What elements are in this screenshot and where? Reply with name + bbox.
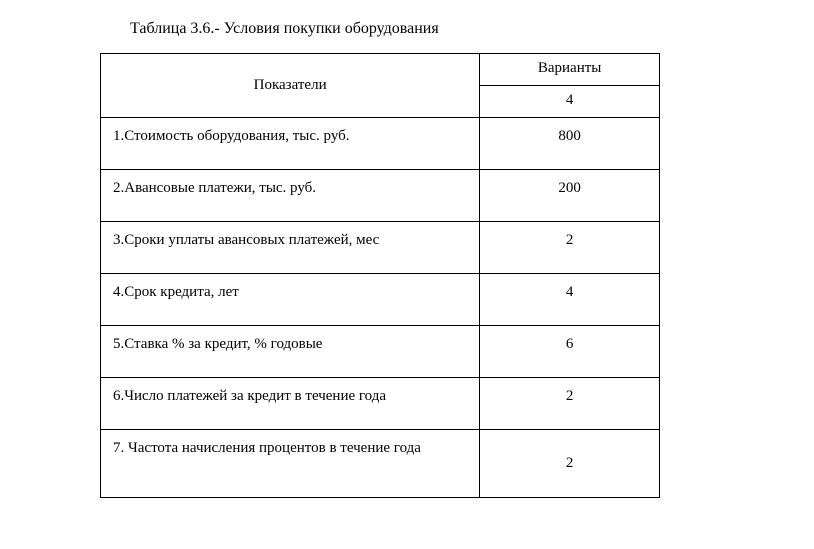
table-row: 3.Сроки уплаты авансовых платежей, мес 2 <box>101 222 660 274</box>
row-label: 6.Число платежей за кредит в течение год… <box>101 378 480 430</box>
table-row: 7. Частота начисления процентов в течени… <box>101 430 660 498</box>
table-row: 4.Срок кредита, лет 4 <box>101 274 660 326</box>
header-indicators: Показатели <box>101 54 480 118</box>
row-label: 5.Ставка % за кредит, % годовые <box>101 326 480 378</box>
header-variants: Варианты <box>480 54 660 86</box>
table-row: 6.Число платежей за кредит в течение год… <box>101 378 660 430</box>
row-value: 4 <box>480 274 660 326</box>
row-label: 4.Срок кредита, лет <box>101 274 480 326</box>
row-value: 2 <box>480 430 660 498</box>
row-label: 2.Авансовые платежи, тыс. руб. <box>101 170 480 222</box>
row-value: 6 <box>480 326 660 378</box>
table-caption: Таблица 3.6.- Условия покупки оборудован… <box>130 20 734 38</box>
table-row: 2.Авансовые платежи, тыс. руб. 200 <box>101 170 660 222</box>
row-label: 3.Сроки уплаты авансовых платежей, мес <box>101 222 480 274</box>
conditions-table: Показатели Варианты 4 1.Стоимость оборуд… <box>100 53 660 498</box>
row-value: 200 <box>480 170 660 222</box>
table-header-row: Показатели Варианты <box>101 54 660 86</box>
table-row: 5.Ставка % за кредит, % годовые 6 <box>101 326 660 378</box>
row-label: 1.Стоимость оборудования, тыс. руб. <box>101 118 480 170</box>
row-value: 2 <box>480 222 660 274</box>
row-label: 7. Частота начисления процентов в течени… <box>101 430 480 498</box>
table-row: 1.Стоимость оборудования, тыс. руб. 800 <box>101 118 660 170</box>
header-variant-number: 4 <box>480 86 660 118</box>
row-value: 2 <box>480 378 660 430</box>
row-value: 800 <box>480 118 660 170</box>
